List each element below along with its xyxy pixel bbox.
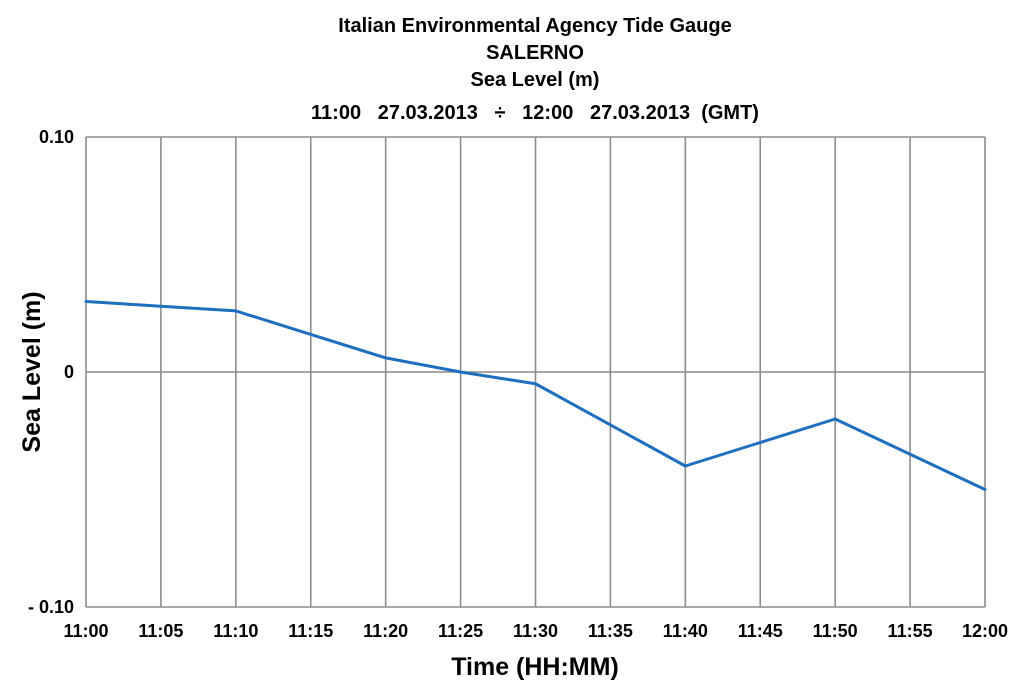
y-axis-ticks: 0.10 0 - 0.10 bbox=[28, 127, 74, 617]
x-tick-label: 11:55 bbox=[888, 621, 933, 641]
x-tick-label: 12:00 bbox=[962, 621, 1008, 641]
title-line-2: SALERNO bbox=[486, 42, 584, 64]
y-axis-label: Sea Level (m) bbox=[18, 291, 46, 452]
y-tick-label: - 0.10 bbox=[28, 597, 74, 617]
x-tick-label: 11:25 bbox=[438, 621, 483, 641]
x-tick-label: 11:30 bbox=[513, 621, 558, 641]
x-tick-label: 11:00 bbox=[63, 621, 108, 641]
x-tick-label: 11:20 bbox=[363, 621, 408, 641]
x-tick-label: 11:45 bbox=[738, 621, 783, 641]
chart-grid bbox=[85, 136, 986, 608]
series-line-1 bbox=[84, 300, 987, 491]
x-tick-label: 11:40 bbox=[663, 621, 708, 641]
x-tick-label: 11:15 bbox=[288, 621, 333, 641]
chart-series bbox=[84, 300, 987, 491]
x-axis-ticks: 11:00 11:05 11:10 11:15 11:20 11:25 11:30 11:35… bbox=[63, 621, 1008, 641]
x-tick-label: 11:50 bbox=[813, 621, 858, 641]
x-tick-label: 11:05 bbox=[138, 621, 183, 641]
title-line-4: 11:00 27.03.2013 ÷ 12:00 27.03.2013 (GMT… bbox=[311, 102, 759, 124]
title-line-3: Sea Level (m) bbox=[471, 69, 600, 91]
x-tick-label: 11:10 bbox=[213, 621, 258, 641]
y-tick-label: 0 bbox=[64, 362, 74, 382]
title-line-1: Italian Environmental Agency Tide Gauge bbox=[338, 15, 731, 37]
y-tick-label: 0.10 bbox=[39, 127, 74, 147]
chart-title: Italian Environmental Agency Tide Gauge S… bbox=[311, 15, 759, 124]
x-axis-label: Time (HH:MM) bbox=[451, 653, 619, 681]
x-tick-label: 11:35 bbox=[588, 621, 633, 641]
